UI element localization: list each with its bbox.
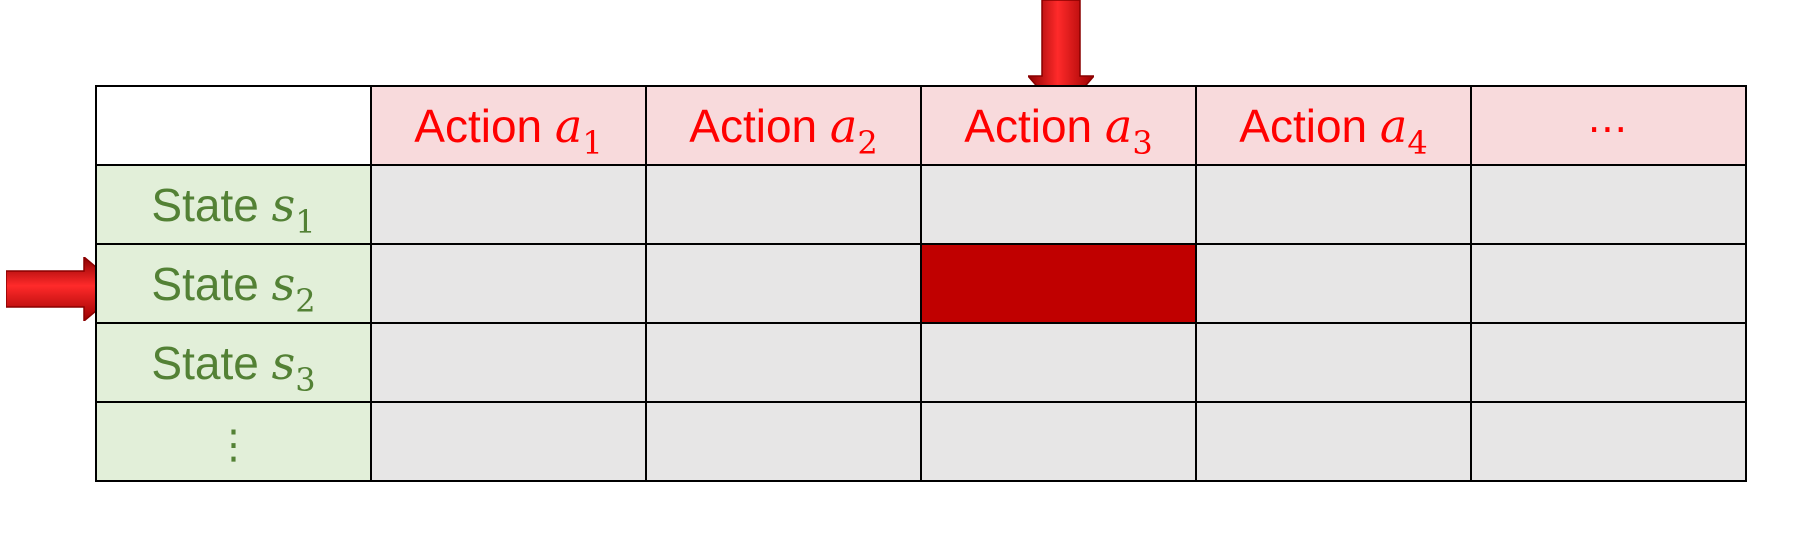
q-cell-more-a3 [920, 401, 1197, 482]
q-cell-more-a1 [370, 401, 647, 482]
state-word: State [151, 178, 259, 231]
state-row-3: State s3 [95, 322, 1747, 403]
q-cell-s2-a2 [645, 243, 922, 324]
q-cell-s1-a2 [645, 164, 922, 245]
action-header-1: Action a1 [370, 85, 647, 166]
action-var: a [554, 98, 583, 153]
action-sub: 4 [1407, 123, 1428, 162]
q-cell-more-a4 [1195, 401, 1472, 482]
state-word: State [151, 336, 259, 389]
action-header-more: ⋯ [1470, 85, 1747, 166]
state-var: s [271, 335, 296, 390]
state-header-2: State s2 [95, 243, 372, 324]
state-sub: 3 [295, 360, 316, 399]
q-cell-s2-more [1470, 243, 1747, 324]
state-var: s [271, 256, 296, 311]
action-sub: 3 [1132, 123, 1153, 162]
action-sub: 2 [857, 123, 878, 162]
q-cell-s3-a2 [645, 322, 922, 403]
action-var: a [1379, 98, 1408, 153]
state-sub: 2 [295, 281, 316, 320]
q-cell-s3-more [1470, 322, 1747, 403]
q-cell-s3-a1 [370, 322, 647, 403]
action-word: Action [414, 99, 543, 152]
q-cell-more-more [1470, 401, 1747, 482]
action-header-4: Action a4 [1195, 85, 1472, 166]
action-var: a [1104, 98, 1133, 153]
action-word: Action [689, 99, 818, 152]
state-row-2: State s2 [95, 243, 1747, 324]
q-table: Action a1 Action a2 Action a3 Action a4 … [95, 85, 1747, 482]
action-word: Action [964, 99, 1093, 152]
action-word: Action [1239, 99, 1368, 152]
state-var: s [271, 177, 296, 232]
state-header-3: State s3 [95, 322, 372, 403]
action-header-2: Action a2 [645, 85, 922, 166]
q-cell-s1-a1 [370, 164, 647, 245]
q-cell-s3-a4 [1195, 322, 1472, 403]
action-var: a [829, 98, 858, 153]
q-cell-more-a2 [645, 401, 922, 482]
q-cell-s2-a1 [370, 243, 647, 324]
corner-cell [95, 85, 372, 166]
state-row-more: ⋮ [95, 401, 1747, 482]
action-header-3: Action a3 [920, 85, 1197, 166]
q-cell-s1-a4 [1195, 164, 1472, 245]
header-row: Action a1 Action a2 Action a3 Action a4 … [95, 85, 1747, 166]
q-cell-s1-a3 [920, 164, 1197, 245]
state-sub: 1 [295, 202, 316, 241]
state-word: State [151, 257, 259, 310]
state-row-1: State s1 [95, 164, 1747, 245]
q-cell-selected [920, 243, 1197, 324]
more-states-ellipsis: ⋮ [213, 421, 254, 468]
q-cell-s2-a4 [1195, 243, 1472, 324]
state-header-more: ⋮ [95, 401, 372, 482]
q-cell-s1-more [1470, 164, 1747, 245]
action-sub: 1 [582, 123, 603, 162]
q-cell-s3-a3 [920, 322, 1197, 403]
state-header-1: State s1 [95, 164, 372, 245]
more-actions-ellipsis: ⋯ [1587, 105, 1630, 152]
